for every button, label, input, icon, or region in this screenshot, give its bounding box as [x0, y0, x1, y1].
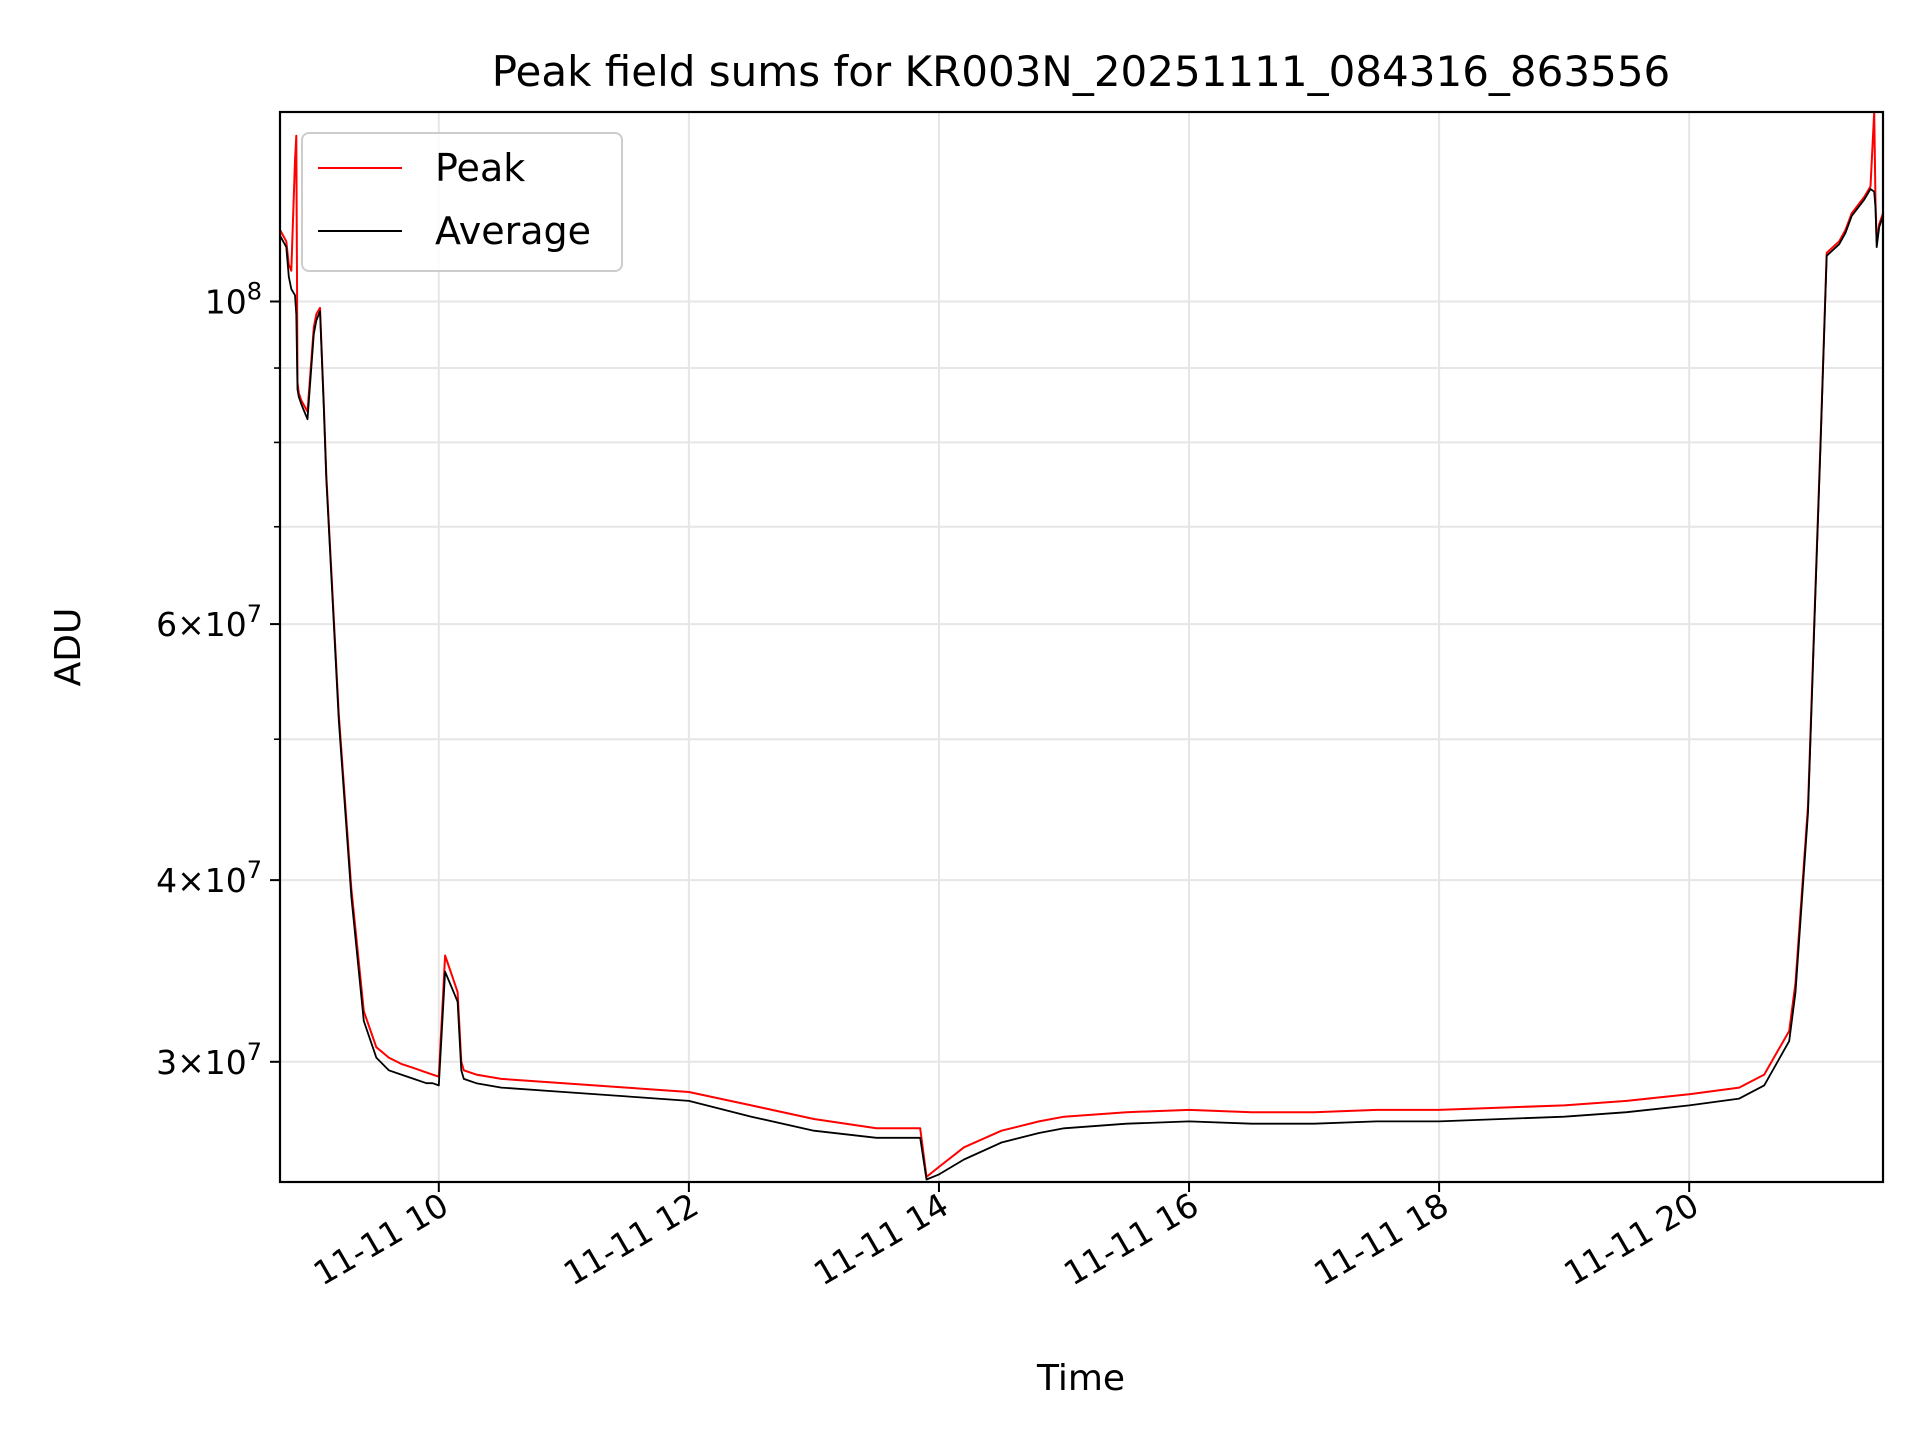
y-axis-ticks: 3×107 4×107 6×107 108	[156, 278, 280, 1082]
y-tick-label: 3×107	[156, 1038, 262, 1082]
series-lines	[280, 112, 1883, 1181]
y-tick-label: 108	[205, 278, 262, 322]
series-line-average	[280, 188, 1883, 1181]
legend: Peak Average	[301, 132, 623, 272]
plot-frame	[278, 110, 1885, 1184]
legend-label-average: Average	[435, 209, 591, 253]
y-tick-label: 6×107	[156, 600, 262, 644]
x-axis-label: Time	[1036, 1358, 1125, 1399]
grid-lines	[280, 112, 1883, 1182]
chart-title: Peak field sums for KR003N_20251111_0843…	[492, 47, 1671, 96]
legend-label-peak: Peak	[435, 146, 525, 190]
y-tick-label: 4×107	[156, 856, 262, 900]
y-axis-label: ADU	[48, 608, 89, 687]
